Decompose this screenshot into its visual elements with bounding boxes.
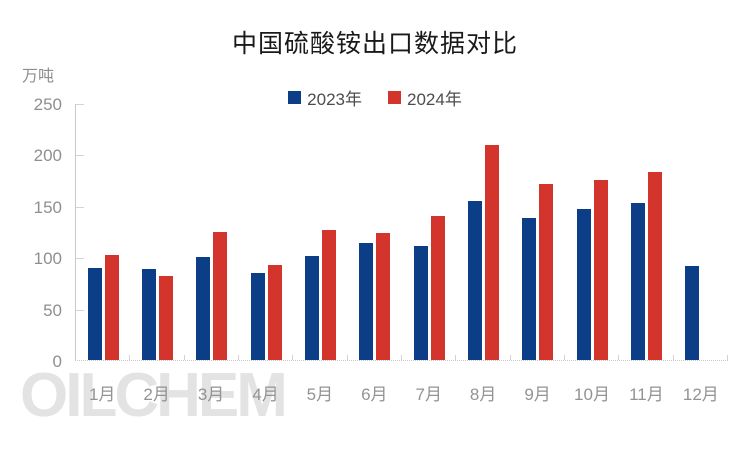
- x-axis-label-5月: 5月: [306, 385, 334, 404]
- bar-2024年-10月: [593, 179, 608, 360]
- bar-2023年-8月: [467, 201, 482, 360]
- bar-2024年-7月: [430, 215, 445, 360]
- bar-2024年-5月: [321, 229, 336, 360]
- bar-group-11月: [619, 104, 673, 360]
- bar-2023年-2月: [141, 268, 156, 360]
- bar-group-10月: [565, 104, 619, 360]
- bar-2024年-4月: [267, 264, 282, 360]
- y-axis-tick-label-50: 50: [43, 300, 62, 320]
- bar-2023年-7月: [413, 246, 428, 360]
- y-axis-tick-label-150: 150: [33, 197, 62, 217]
- x-axis-label-6月: 6月: [361, 385, 388, 404]
- x-axis-tick-11: [672, 355, 674, 360]
- x-axis-label-10月: 10月: [574, 385, 610, 404]
- y-axis-tick-label-200: 200: [33, 146, 62, 166]
- bar-group-3月: [185, 104, 239, 360]
- bar-group-4月: [239, 104, 293, 360]
- y-axis-tick-200: [76, 155, 84, 157]
- bar-group-9月: [511, 104, 565, 360]
- bar-2023年-9月: [522, 217, 537, 360]
- y-axis-tick-label-250: 250: [33, 95, 62, 114]
- y-axis-tick-150: [76, 206, 84, 208]
- bar-2024年-8月: [484, 144, 499, 360]
- bar-2023年-10月: [576, 209, 591, 360]
- plot-area: [75, 104, 728, 361]
- bar-group-6月: [348, 104, 402, 360]
- bar-2024年-2月: [158, 276, 173, 360]
- bar-group-7月: [402, 104, 456, 360]
- x-axis-tick-10: [618, 355, 620, 360]
- legend-label-2024: 2024年: [407, 90, 462, 109]
- legend-swatch-2023: [288, 91, 302, 104]
- x-axis-tick-1: [129, 355, 131, 360]
- legend: 2023年 2024年: [0, 85, 750, 110]
- oilchem-watermark: OILCHEM: [20, 361, 288, 430]
- bar-group-1月: [76, 104, 130, 360]
- bar-group-8月: [456, 104, 510, 360]
- bar-group-2月: [130, 104, 184, 360]
- bar-2023年-3月: [196, 256, 211, 360]
- x-axis-label-8月: 8月: [469, 385, 497, 404]
- y-axis-tick-100: [76, 258, 84, 260]
- y-axis-tick-50: [76, 309, 84, 311]
- legend-label-2023: 2023年: [307, 90, 362, 109]
- bar-2023年-6月: [359, 243, 374, 360]
- x-axis-tick-8: [509, 355, 511, 360]
- bar-2023年-12月: [685, 265, 700, 360]
- x-axis-labels: 1月 2月 3月 4月 5月 6月 7月 8月 9月 10月 11月 12月: [75, 380, 728, 405]
- legend-item-2024: 2024年: [388, 85, 462, 110]
- x-axis-tick-4: [292, 355, 294, 360]
- x-axis-label-4月: 4月: [252, 385, 279, 404]
- bar-2024年-11月: [647, 171, 662, 360]
- bar-2024年-6月: [376, 233, 391, 360]
- x-axis-label-7月: 7月: [415, 385, 442, 404]
- x-axis-tick-6: [401, 355, 402, 360]
- chart-title: 中国硫酸铵出口数据对比: [231, 30, 518, 58]
- bar-2024年-1月: [104, 254, 119, 360]
- x-axis-tick-5: [346, 355, 348, 360]
- bar-group-5月: [293, 104, 347, 360]
- x-axis-label-12月: 12月: [682, 385, 719, 404]
- y-axis-unit-label: 万吨: [22, 68, 55, 85]
- bar-2024年-9月: [539, 183, 554, 360]
- bar-2023年-5月: [304, 255, 319, 360]
- legend-item-2023: 2023年: [288, 85, 362, 110]
- legend-swatch-2024: [388, 91, 401, 104]
- x-axis-tick-12: [727, 355, 728, 360]
- x-axis-label-1月: 1月: [88, 385, 116, 404]
- bar-2023年-1月: [87, 267, 102, 360]
- bar-2023年-11月: [630, 203, 645, 360]
- bar-2023年-4月: [250, 272, 265, 360]
- x-axis-tick-9: [564, 355, 565, 360]
- x-axis-tick-2: [183, 355, 185, 360]
- x-axis-label-11月: 11月: [629, 385, 664, 404]
- y-axis-tick-label-100: 100: [33, 249, 62, 269]
- x-axis-label-3月: 3月: [197, 385, 225, 404]
- x-axis-label-9月: 9月: [524, 385, 551, 404]
- y-axis-tick-label-0: 0: [52, 352, 62, 371]
- y-axis-tick-250: [76, 104, 84, 105]
- bar-2024年-3月: [213, 232, 228, 360]
- x-axis-tick-3: [238, 355, 239, 360]
- x-axis-label-2月: 2月: [143, 385, 170, 404]
- bar-group-12月: [674, 104, 728, 360]
- x-axis-tick-7: [455, 355, 457, 360]
